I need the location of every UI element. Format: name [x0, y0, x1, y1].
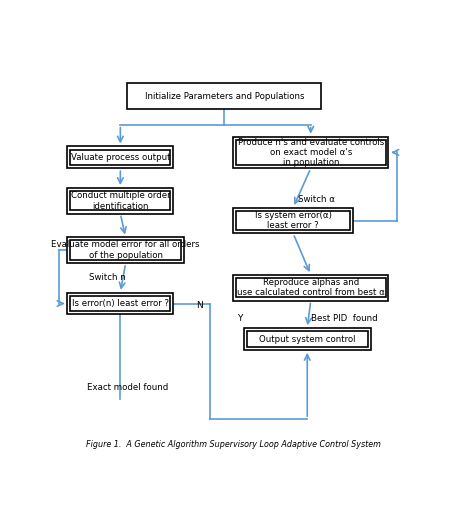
FancyBboxPatch shape: [67, 292, 173, 314]
FancyBboxPatch shape: [67, 147, 173, 168]
Text: Valuate process output: Valuate process output: [71, 153, 170, 162]
Text: Conduct multiple order
identification: Conduct multiple order identification: [71, 191, 170, 210]
Text: Output system control: Output system control: [259, 334, 355, 344]
FancyBboxPatch shape: [233, 208, 353, 233]
Text: Figure 1.  A Genetic Algorithm Supervisory Loop Adaptive Control System: Figure 1. A Genetic Algorithm Supervisor…: [86, 440, 381, 449]
Text: Exact model found: Exact model found: [87, 383, 168, 392]
Text: Evaluate model error for all orders
of the population: Evaluate model error for all orders of t…: [51, 241, 200, 260]
Text: N: N: [196, 301, 203, 310]
Text: Best PID  found: Best PID found: [311, 314, 377, 323]
Text: Is system error(α)
least error ?: Is system error(α) least error ?: [255, 211, 332, 230]
FancyBboxPatch shape: [67, 188, 173, 213]
Text: Is error(n) least error ?: Is error(n) least error ?: [72, 299, 169, 308]
Text: Reproduce alphas and
use calculated control from best α: Reproduce alphas and use calculated cont…: [237, 278, 384, 298]
FancyBboxPatch shape: [233, 136, 388, 168]
Text: Y: Y: [237, 314, 242, 323]
Text: Initialize Parameters and Populations: Initialize Parameters and Populations: [145, 92, 304, 101]
FancyBboxPatch shape: [127, 83, 321, 109]
Text: Produce n's and evaluate controls
on exact model α's
in population: Produce n's and evaluate controls on exa…: [238, 137, 384, 167]
FancyBboxPatch shape: [233, 275, 388, 301]
Text: Switch α: Switch α: [298, 195, 335, 204]
FancyBboxPatch shape: [67, 238, 184, 263]
FancyBboxPatch shape: [244, 328, 371, 350]
Text: Switch n: Switch n: [89, 273, 126, 282]
